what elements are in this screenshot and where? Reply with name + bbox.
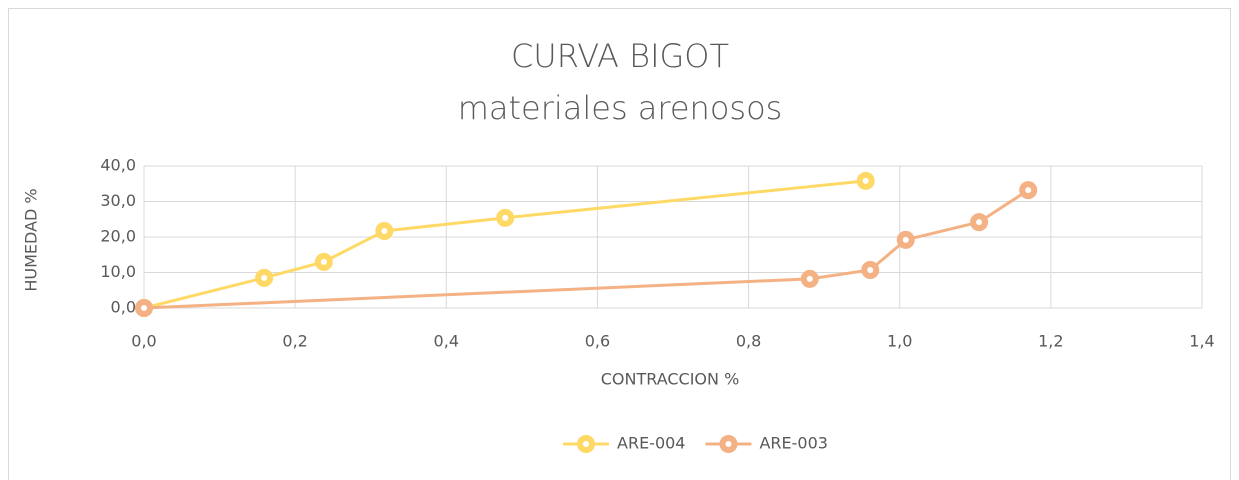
series-line [143, 188, 1030, 310]
marker-center [862, 177, 869, 184]
marker-center [141, 305, 147, 311]
marker-center [1025, 187, 1032, 194]
marker-center [583, 441, 589, 447]
marker-center [725, 441, 732, 447]
legend-label: ARE-004 [617, 434, 685, 453]
x-axis-label: CONTRACCION % [601, 370, 740, 389]
x-tick-label: 0,2 [282, 332, 307, 351]
marker-center [320, 258, 327, 265]
marker-center [381, 227, 388, 234]
legend-label: ARE-003 [759, 434, 827, 453]
x-tick-label: 0,4 [434, 332, 459, 351]
marker-center [976, 219, 983, 226]
y-tick-label: 10,0 [100, 262, 136, 281]
chart-border [8, 8, 1231, 480]
marker-center [867, 267, 874, 274]
y-tick-label: 0,0 [111, 298, 136, 317]
y-tick-label: 20,0 [100, 227, 136, 246]
x-tick-label: 1,2 [1038, 332, 1063, 351]
grid: 0,0 10,0 20,0 30,0 40,0 0,0 0,2 0,4 0,6 0,8 1,0 1,2… [100, 156, 1214, 351]
y-tick-label: 40,0 [100, 156, 136, 175]
marker-center [502, 214, 509, 221]
x-tick-label: 1,4 [1189, 332, 1214, 351]
legend: ARE-004 ARE-003 [563, 434, 828, 453]
chart-subtitle: materiales arenosos [458, 89, 783, 127]
x-tick-label: 0,8 [736, 332, 761, 351]
x-tick-label: 0,6 [585, 332, 610, 351]
series-line [143, 179, 866, 310]
marker-center [902, 236, 909, 243]
chart-title: CURVA BIGOT [511, 37, 729, 75]
y-tick-label: 30,0 [100, 191, 136, 210]
plot [135, 171, 1038, 317]
x-tick-label: 1,0 [887, 332, 912, 351]
marker-center [261, 274, 268, 281]
x-tick-label: 0,0 [131, 332, 156, 351]
y-axis-label: HUMEDAD % [22, 188, 41, 291]
marker-center [806, 275, 813, 282]
